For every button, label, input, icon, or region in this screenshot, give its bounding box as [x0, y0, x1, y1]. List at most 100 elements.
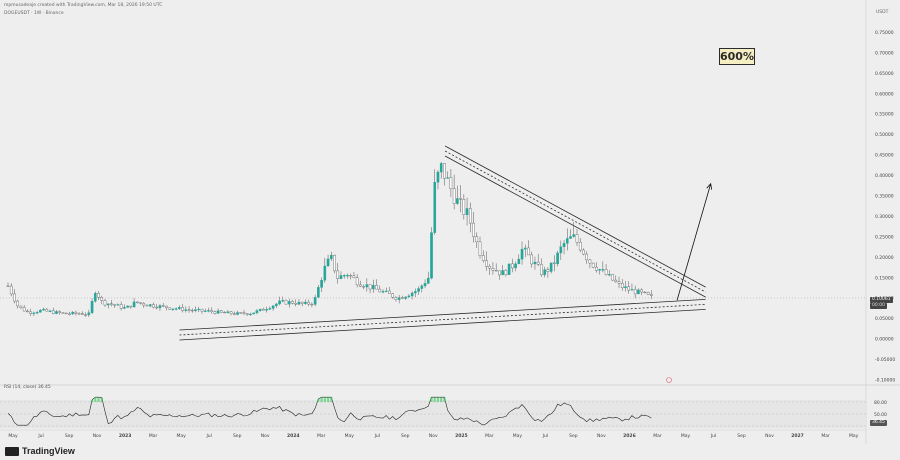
rsi-tick-80: 80.00	[874, 400, 887, 406]
candle-body	[388, 290, 391, 294]
candle-body	[207, 310, 210, 312]
candle-body	[26, 310, 29, 313]
candle-body	[262, 308, 265, 311]
candle-body	[174, 308, 178, 310]
candle-body	[456, 198, 459, 204]
currency-label[interactable]: USDT	[876, 10, 889, 15]
candle-body	[601, 269, 605, 271]
candle-body	[45, 308, 49, 312]
candle-body	[181, 307, 184, 311]
price-tick-label: 0.45000	[875, 153, 894, 159]
time-tick-label: 2025	[455, 433, 468, 439]
candle-body	[226, 311, 230, 314]
rsi-legend[interactable]: RSI (14, close) 36.45	[4, 385, 51, 390]
candle-body	[562, 243, 566, 247]
candle-body	[391, 293, 395, 298]
candle-body	[578, 242, 582, 251]
candle-body	[81, 313, 84, 315]
current-price-tag: 0.10061	[870, 297, 893, 303]
candle-body	[71, 311, 74, 315]
candle-body	[365, 284, 369, 288]
footer: TradingView	[0, 444, 900, 460]
time-tick-label: May	[8, 433, 18, 439]
candle-body	[307, 301, 310, 305]
trendline[interactable]	[444, 155, 706, 298]
trendline[interactable]	[444, 150, 706, 293]
time-tick-label: 2027	[791, 433, 804, 439]
candle-body	[381, 291, 385, 293]
price-tick-label: 0.50000	[875, 132, 894, 138]
candle-body	[255, 310, 259, 314]
candle-body	[39, 309, 42, 313]
candle-body	[123, 307, 126, 309]
tradingview-logo[interactable]: TradingView	[5, 446, 75, 456]
tradingview-logo-icon	[5, 446, 19, 456]
symbol-line[interactable]: DOGEUSDT · 1W · Binance	[4, 11, 64, 16]
candle-body	[572, 234, 576, 237]
time-tick-label: Jul	[710, 433, 716, 439]
candle-body	[375, 284, 378, 290]
trendline[interactable]	[444, 145, 706, 288]
time-tick-label: Mar	[653, 433, 662, 439]
candle-body	[650, 294, 653, 296]
candle-body	[165, 305, 168, 309]
time-tick-label: Nov	[765, 433, 774, 439]
candle-body	[6, 285, 10, 287]
candle-body	[423, 283, 427, 287]
candle-body	[97, 293, 100, 298]
candle-body	[142, 303, 146, 306]
candle-body	[485, 260, 488, 267]
candle-body	[598, 269, 601, 271]
time-tick-label: Mar	[149, 433, 158, 439]
candle-body	[514, 263, 517, 269]
candle-body	[614, 279, 618, 282]
candle-body	[93, 293, 97, 302]
candle-body	[245, 313, 249, 315]
candle-body	[61, 312, 65, 314]
price-tick-label: 0.05000	[875, 316, 894, 322]
price-tick-label: 0.40000	[875, 173, 894, 179]
candle-body	[90, 301, 94, 313]
time-tick-label: May	[176, 433, 186, 439]
price-axis[interactable]: 0.75000 0.70000 0.65000 0.60000 0.55000 0.500…	[875, 30, 895, 384]
candle-body	[300, 301, 304, 304]
time-tick-label: Nov	[597, 433, 606, 439]
candle-body	[48, 310, 52, 312]
candle-body	[339, 275, 343, 280]
candle-body	[184, 309, 188, 311]
trendline[interactable]	[179, 298, 706, 331]
time-tick-label: May	[681, 433, 691, 439]
time-tick-label: May	[849, 433, 859, 439]
candle-body	[478, 241, 482, 256]
candle-body	[155, 306, 159, 309]
candle-body	[284, 300, 288, 305]
candle-body	[236, 312, 239, 315]
candle-body	[106, 303, 110, 306]
candle-body	[13, 293, 16, 302]
event-marker-icon[interactable]	[666, 377, 672, 383]
candle-body	[119, 304, 123, 309]
time-tick-label: Jul	[37, 433, 43, 439]
candle-body	[417, 288, 420, 292]
candle-body	[74, 311, 78, 314]
candle-body	[242, 312, 246, 314]
candle-body	[190, 309, 194, 312]
candle-body	[511, 263, 514, 269]
candle-body	[58, 311, 62, 313]
projection-line[interactable]	[676, 183, 712, 301]
time-axis[interactable]: May Jul Sep Nov 2023 Mar May Jul Sep Nov 2024 Mar Ma…	[8, 433, 858, 439]
candle-body	[258, 308, 262, 311]
candle-body	[595, 266, 598, 271]
triangle-pattern[interactable]	[179, 145, 706, 341]
projection-arrow[interactable]	[676, 182, 713, 301]
candle-body	[397, 297, 401, 300]
candle-body	[313, 297, 317, 305]
rsi-path	[7, 396, 652, 426]
candle-body	[349, 275, 352, 277]
candle-body	[161, 305, 165, 307]
time-tick-label: Sep	[233, 433, 242, 439]
trendline[interactable]	[179, 308, 706, 341]
target-percent-label[interactable]: 600%	[719, 48, 755, 65]
candle-body	[443, 163, 446, 179]
